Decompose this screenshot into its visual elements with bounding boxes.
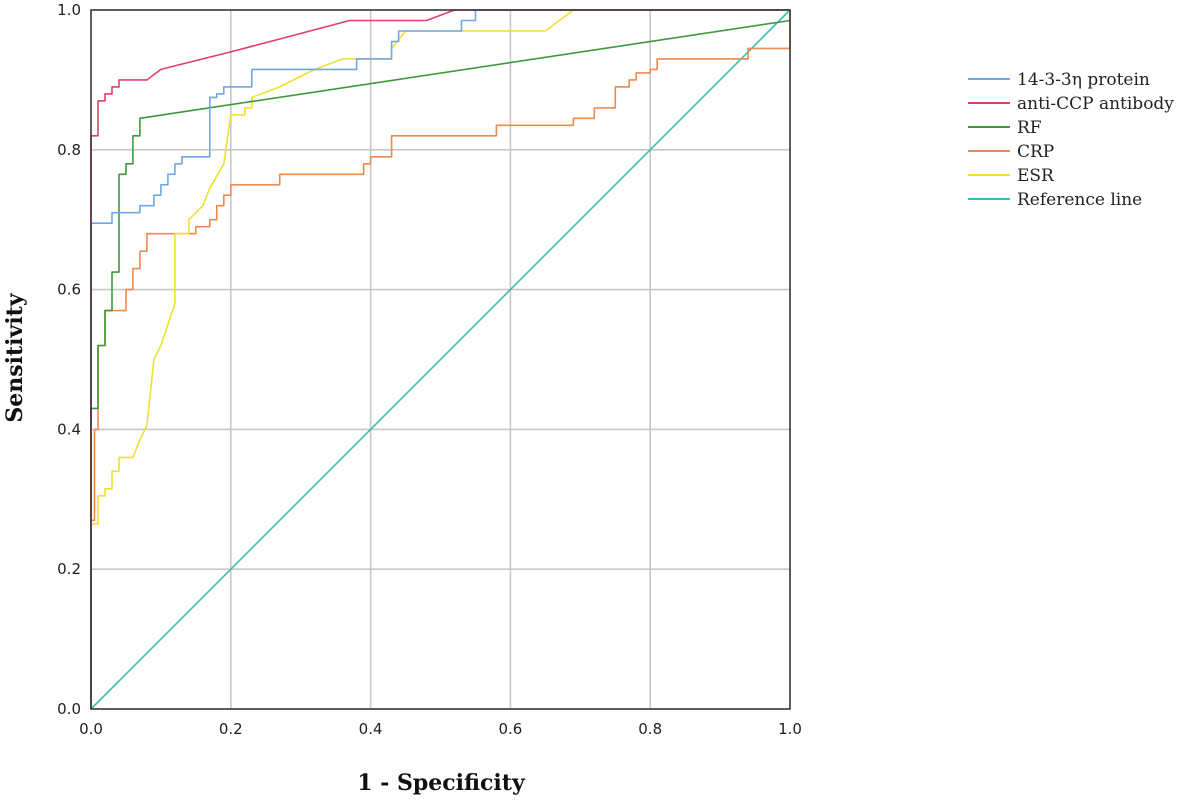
x-axis-title: 1 - Specificity [357,770,526,796]
legend-label-esr: ESR [1017,166,1055,186]
legend-label-anti-ccp-antibody: anti-CCP antibody [1017,94,1174,114]
legend-label-reference-line: Reference line [1017,190,1142,210]
legend-label-crp: CRP [1017,142,1054,162]
y-tick-label: 0.4 [57,420,81,438]
x-tick-label: 1.0 [778,720,802,738]
y-tick-labels: 0.0 0.2 0.4 0.6 0.8 1.0 [57,1,81,718]
legend-label-rf: RF [1017,118,1042,138]
x-tick-labels: 0.0 0.2 0.4 0.6 0.8 1.0 [79,720,802,738]
y-tick-label: 0.0 [57,700,81,718]
plot-frame [90,9,791,710]
series-line-reference-line [90,9,791,710]
y-tick-label: 0.2 [57,560,81,578]
series-line-rf [90,19,791,709]
y-tick-label: 1.0 [57,1,81,19]
series-line-crp [90,10,791,709]
series-line-14-3-3-protein [90,9,790,709]
y-axis-title: Sensitivity [2,292,28,422]
legend-label-14-3-3-protein: 14-3-3η protein [1017,70,1150,90]
x-tick-label: 0.4 [359,720,383,738]
series-line-esr [90,9,790,709]
y-tick-label: 0.6 [57,281,81,299]
series-lines [90,9,791,710]
x-tick-label: 0.0 [79,720,103,738]
series-line-anti-ccp-antibody [90,9,790,709]
x-tick-label: 0.6 [498,720,522,738]
x-tick-label: 0.8 [638,720,662,738]
y-tick-label: 0.8 [57,141,81,159]
legend: 14-3-3η protein anti-CCP antibody RF CRP ESR… [968,70,1174,210]
x-tick-label: 0.2 [219,720,243,738]
